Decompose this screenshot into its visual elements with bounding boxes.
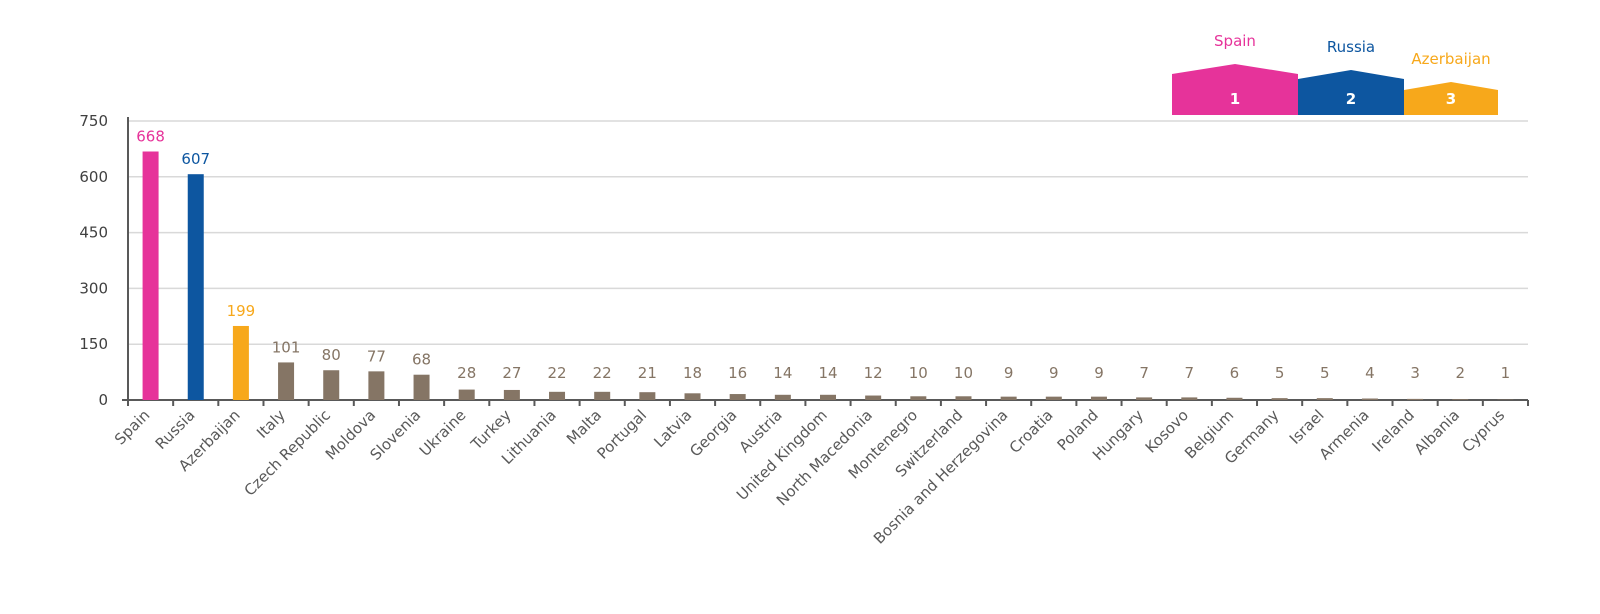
y-tick-label: 600 [79,168,108,186]
podium-rank: 3 [1446,90,1456,108]
x-tick-label: Slovenia [367,406,425,464]
x-tick-label: Armenia [1316,406,1373,463]
x-tick-label: Albania [1411,406,1463,458]
x-tick-label: Cyprus [1458,406,1508,456]
bar [820,394,836,400]
value-label: 5 [1275,364,1285,382]
x-tick-label: Italy [253,406,289,442]
bar [865,395,882,400]
value-label: 1 [1501,364,1511,382]
bar [774,394,791,400]
value-label: 9 [1094,364,1104,382]
x-tick-label: Ireland [1369,406,1418,455]
value-label: 7 [1139,364,1149,382]
bar [955,396,972,400]
bar [1136,397,1153,400]
bar [1226,397,1243,400]
x-tick-label: Georgia [686,406,740,460]
podium-step [1404,82,1498,115]
x-tick-label: Israel [1286,406,1328,448]
value-label: 14 [818,364,837,382]
value-label: 21 [638,364,657,382]
x-tick-label: Ukraine [416,406,470,460]
bar [1407,398,1424,400]
value-label: 9 [1049,364,1059,382]
bar [368,371,385,400]
bar [729,394,746,400]
bar [458,389,475,400]
value-label: 101 [272,338,301,356]
y-tick-label: 300 [79,279,108,297]
bar [413,374,430,400]
value-label: 14 [773,364,792,382]
bar [1181,397,1198,400]
value-label: 80 [322,346,341,364]
y-tick-label: 750 [79,112,108,130]
value-label: 22 [593,364,612,382]
value-label: 10 [909,364,928,382]
x-tick-label: Croatia [1006,406,1057,457]
podium-step [1298,70,1404,115]
podium-step [1172,64,1298,115]
value-label: 9 [1004,364,1014,382]
bar [142,151,159,400]
podium-rank: 2 [1346,90,1356,108]
x-tick-label: Spain [111,406,153,448]
x-tick-label: Malta [563,406,605,448]
value-label: 4 [1365,364,1375,382]
podium-rank: 1 [1230,90,1240,108]
bar [1452,399,1469,400]
y-tick-label: 150 [79,335,108,353]
value-label: 3 [1410,364,1420,382]
value-label: 18 [683,364,702,382]
value-label: 5 [1320,364,1330,382]
value-label: 10 [954,364,973,382]
y-tick-label: 450 [79,224,108,242]
value-label: 22 [547,364,566,382]
podium-name: Russia [1327,38,1375,56]
y-tick-label: 0 [98,391,108,409]
value-label: 199 [227,302,256,320]
value-label: 68 [412,351,431,369]
value-label: 7 [1185,364,1195,382]
value-label: 77 [367,347,386,365]
value-label: 668 [136,128,165,146]
value-label: 2 [1455,364,1465,382]
bar [549,391,566,400]
bar [1045,396,1062,400]
bar [1361,398,1378,400]
bar [503,389,520,400]
bar [1000,396,1017,400]
bar [323,370,340,400]
value-label: 27 [502,364,521,382]
bar [1271,398,1288,400]
bar [278,362,295,400]
bar [1316,398,1333,400]
bar [1090,396,1107,400]
bar [639,392,656,400]
bar [187,174,204,400]
podium-name: Azerbaijan [1411,50,1490,68]
value-label: 16 [728,364,747,382]
bar [232,325,249,400]
value-label: 6 [1230,364,1240,382]
x-tick-label: Portugal [594,406,651,463]
value-label: 28 [457,364,476,382]
bar [684,393,701,400]
bar [910,396,927,400]
podium-name: Spain [1214,32,1256,50]
value-label: 607 [181,150,210,168]
bar [594,391,611,400]
value-label: 12 [864,364,883,382]
